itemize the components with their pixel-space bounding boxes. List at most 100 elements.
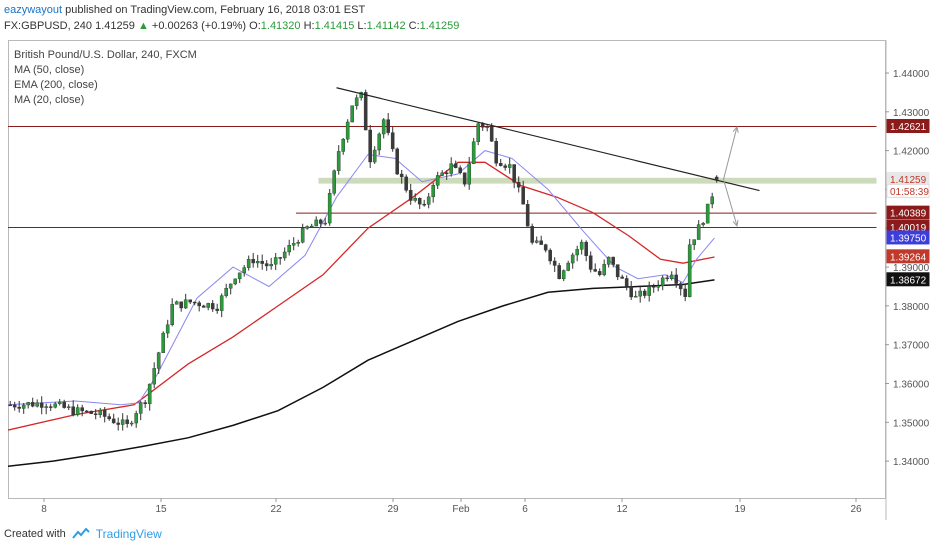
x-tick-label: 29 bbox=[387, 504, 399, 515]
x-tick-label: 15 bbox=[155, 504, 167, 515]
symbol-label: FX:GBPUSD, 240 bbox=[4, 20, 93, 32]
candle-body bbox=[71, 406, 75, 415]
publish-line: eazywayout published on TradingView.com,… bbox=[4, 4, 365, 16]
candle-body bbox=[683, 288, 687, 297]
close-label: C: bbox=[408, 20, 420, 32]
candle-body bbox=[287, 245, 292, 253]
candle-body bbox=[98, 409, 102, 415]
candle-body bbox=[620, 276, 624, 279]
resistance-zone bbox=[318, 177, 877, 184]
y-tick-label: 1.36000 bbox=[893, 380, 930, 391]
x-tick-label: 12 bbox=[616, 504, 628, 515]
candle-body bbox=[26, 402, 31, 406]
candle-body bbox=[386, 119, 391, 133]
legend-ema200[interactable]: EMA (200, close) bbox=[14, 79, 98, 91]
candle-body bbox=[395, 148, 400, 175]
candle-body bbox=[314, 219, 319, 227]
candle-body bbox=[80, 407, 84, 412]
candle-body bbox=[687, 244, 692, 297]
candle-body bbox=[53, 403, 57, 408]
candle-body bbox=[219, 295, 224, 311]
candle-body bbox=[332, 170, 337, 194]
y-tick-label: 1.42000 bbox=[893, 147, 930, 158]
candle-body bbox=[408, 190, 413, 201]
candle-body bbox=[503, 165, 508, 168]
author-link[interactable]: eazywayout bbox=[4, 4, 63, 16]
candle-body bbox=[237, 272, 242, 280]
candle-body bbox=[8, 404, 13, 407]
price-tag-7 bbox=[886, 272, 930, 287]
candle-body bbox=[345, 121, 350, 140]
candle-body bbox=[710, 196, 714, 205]
plot-frame bbox=[8, 40, 886, 499]
candle-body bbox=[21, 404, 26, 409]
candle-body bbox=[692, 239, 696, 245]
tradingview-logo-icon bbox=[71, 528, 90, 539]
candle-body bbox=[107, 416, 111, 420]
created-with-label: Created with bbox=[4, 528, 66, 540]
y-tick-label: 1.37000 bbox=[893, 341, 930, 352]
candle-body bbox=[44, 406, 48, 408]
candle-body bbox=[350, 105, 355, 123]
y-tick-label: 1.43000 bbox=[893, 108, 930, 119]
candle-body bbox=[377, 133, 382, 151]
open-value: 1.41320 bbox=[260, 20, 301, 32]
candle-body bbox=[174, 301, 179, 305]
candle-body bbox=[669, 274, 674, 279]
candle-body bbox=[12, 404, 17, 408]
ma50-line bbox=[8, 161, 715, 431]
candle-body bbox=[305, 226, 310, 229]
tradingview-brand[interactable]: TradingView bbox=[95, 527, 162, 541]
candle-body bbox=[597, 271, 602, 276]
candle-body bbox=[458, 167, 463, 173]
x-tick-label: 22 bbox=[270, 504, 282, 515]
price-chart[interactable]: 1.440001.430001.420001.410001.400001.390… bbox=[8, 40, 932, 520]
projection-arrow-0 bbox=[723, 126, 738, 180]
candle-body bbox=[701, 223, 705, 225]
candle-body bbox=[273, 257, 278, 265]
candle-body bbox=[206, 303, 211, 308]
candle-body bbox=[296, 242, 301, 244]
candle-body bbox=[260, 261, 265, 264]
candle-body bbox=[62, 401, 66, 408]
candle-body bbox=[197, 302, 202, 307]
price-tag-label: 1.38672 bbox=[890, 275, 927, 286]
candle-body bbox=[147, 383, 152, 405]
candle-body bbox=[426, 196, 431, 205]
candle-body bbox=[381, 119, 386, 135]
candle-body bbox=[557, 265, 561, 280]
candle-body bbox=[89, 410, 93, 414]
candle-body bbox=[453, 163, 458, 168]
candle-body bbox=[183, 299, 188, 309]
legend-ma20[interactable]: MA (20, close) bbox=[14, 94, 85, 106]
candle-body bbox=[656, 285, 660, 288]
open-label: O: bbox=[249, 20, 261, 32]
candle-body bbox=[35, 402, 40, 407]
candle-body bbox=[143, 402, 148, 405]
x-tick-label: Feb bbox=[452, 504, 470, 515]
candle-body bbox=[390, 132, 395, 150]
high-value: 1.41415 bbox=[314, 20, 355, 32]
candle-body bbox=[660, 277, 665, 286]
legend-ma50[interactable]: MA (50, close) bbox=[14, 64, 85, 76]
candle-body bbox=[435, 175, 440, 186]
candle-body bbox=[417, 198, 422, 205]
candle-body bbox=[561, 270, 566, 280]
candle-body bbox=[602, 264, 606, 276]
legend-title: British Pound/U.S. Dollar, 240, FXCM bbox=[14, 49, 197, 61]
candle-body bbox=[498, 163, 503, 166]
candle-body bbox=[584, 241, 588, 256]
candle-body bbox=[93, 413, 98, 415]
candle-body bbox=[539, 240, 543, 245]
low-value: 1.41142 bbox=[366, 20, 406, 32]
candle-body bbox=[255, 261, 260, 264]
y-tick-label: 1.39000 bbox=[893, 263, 930, 274]
candle-body bbox=[138, 402, 143, 414]
price-tag-0 bbox=[886, 119, 930, 134]
candle-body bbox=[633, 295, 638, 298]
candle-body bbox=[642, 290, 647, 296]
candle-body bbox=[246, 259, 251, 268]
candle-body bbox=[431, 185, 436, 198]
candle-body bbox=[579, 241, 584, 250]
candle-body bbox=[525, 204, 530, 227]
